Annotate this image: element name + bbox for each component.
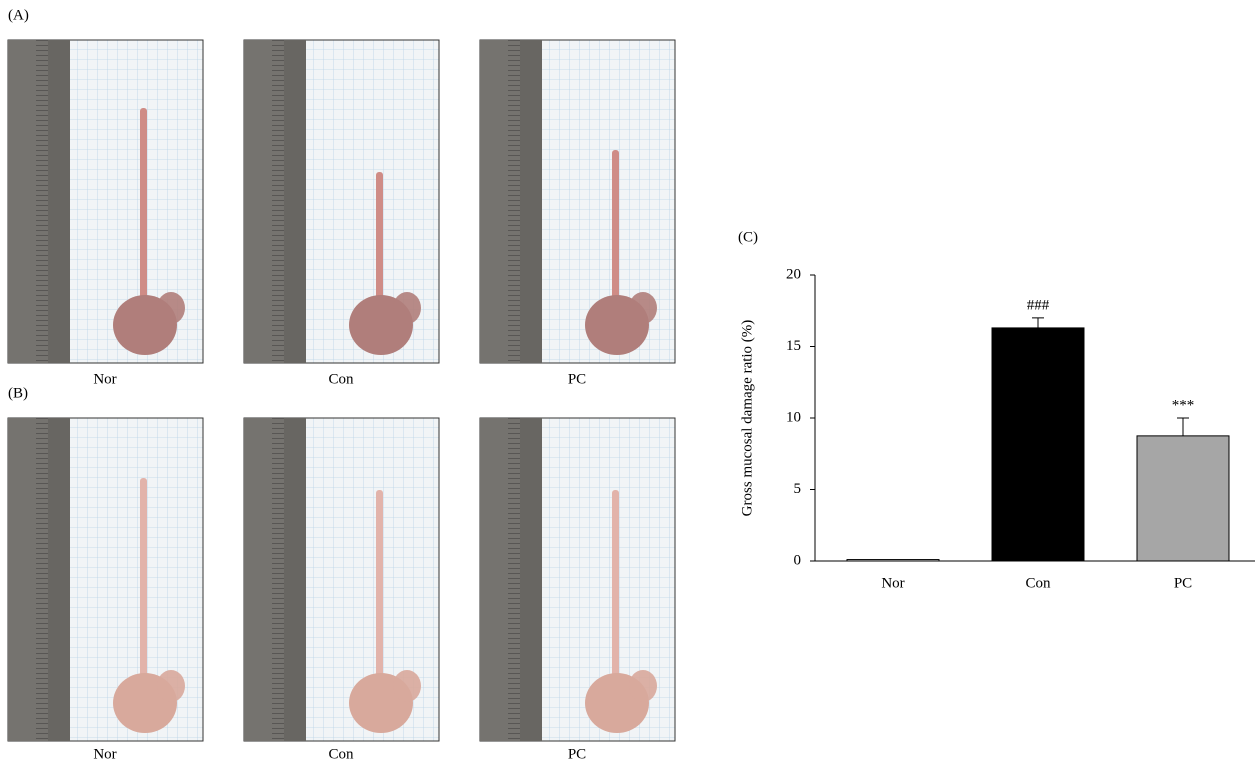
- y-tick-label: 0: [794, 552, 802, 568]
- esophagus: [376, 172, 383, 310]
- error-bar: [1032, 318, 1044, 328]
- stomach: [157, 670, 185, 702]
- stomach: [393, 292, 421, 324]
- stomach: [629, 292, 657, 324]
- caption: PC: [568, 371, 586, 387]
- panel-label: (A): [8, 7, 29, 23]
- ruler-edge: [284, 418, 306, 741]
- significance-label: ***: [1172, 397, 1195, 413]
- figure: (A) (B) (C) Nor Con PC Nor Con PC 0 5 10 15 20 Gro…: [0, 0, 1260, 766]
- esophagus: [376, 490, 383, 688]
- ruler-edge: [48, 40, 70, 363]
- photo: Nor: [8, 418, 203, 762]
- x-tick-label: PC: [1174, 575, 1192, 591]
- x-tick-label: Con: [1025, 575, 1051, 591]
- photos: Nor Con PC Nor Con PC: [8, 40, 675, 762]
- esophagus: [612, 150, 619, 310]
- photo: Con: [244, 418, 439, 762]
- y-tick-label: 20: [786, 266, 801, 282]
- esophagus: [612, 490, 619, 688]
- ruler-edge: [284, 40, 306, 363]
- panel-label: (C): [738, 229, 758, 245]
- stomach: [629, 670, 657, 702]
- caption: PC: [568, 746, 586, 762]
- error-bar: [1177, 418, 1189, 436]
- bar: [847, 560, 939, 561]
- caption: Con: [328, 746, 354, 762]
- significance-label: ###: [1027, 297, 1050, 313]
- caption: Con: [328, 371, 354, 387]
- bar: [992, 328, 1084, 561]
- y-tick-label: 10: [786, 409, 801, 425]
- esophagus: [140, 478, 147, 688]
- caption: Nor: [93, 371, 116, 387]
- bar-chart: 0 5 10 15 20 Gross mucosal damage ratio (%) No…: [739, 266, 1255, 591]
- y-axis-label: Gross mucosal damage ratio (%): [739, 320, 755, 517]
- caption: Nor: [93, 746, 116, 762]
- y-tick-label: 15: [786, 338, 801, 354]
- bar: [1137, 436, 1229, 561]
- stomach: [157, 292, 185, 324]
- ruler-edge: [520, 40, 542, 363]
- photo: Con: [244, 40, 439, 387]
- photo: PC: [480, 40, 675, 387]
- y-tick-label: 5: [794, 481, 802, 497]
- ruler-edge: [520, 418, 542, 741]
- esophagus: [140, 108, 147, 310]
- photo: PC: [480, 418, 675, 762]
- ruler-edge: [48, 418, 70, 741]
- photo: Nor: [8, 40, 203, 387]
- x-tick-label: Nor: [881, 575, 904, 591]
- stomach: [393, 670, 421, 702]
- panel-label: (B): [8, 385, 28, 401]
